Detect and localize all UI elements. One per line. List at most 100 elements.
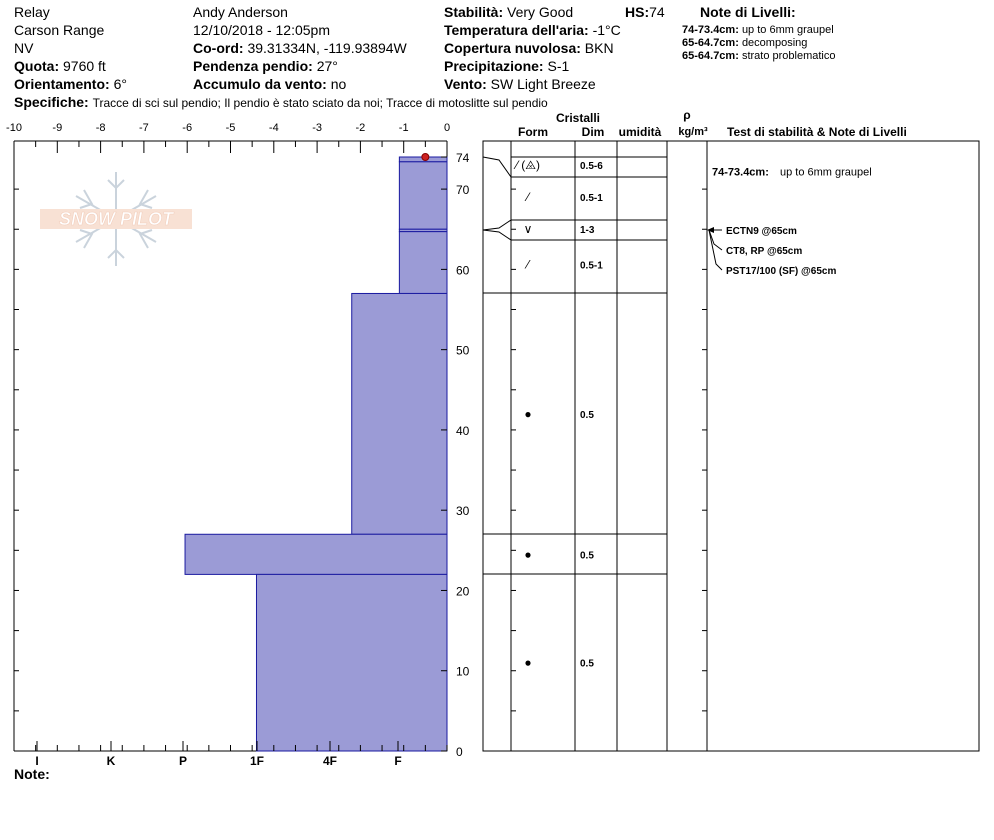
crystal-form-symbol-4: ● — [524, 407, 531, 421]
header-density-unit: kg/m³ — [678, 126, 708, 138]
temp-tick-label: -10 — [6, 122, 22, 134]
stability-test-0: ECTN9 @65cm — [726, 226, 797, 237]
datetime: 12/10/2018 - 12:05pm — [193, 22, 330, 38]
coord-value: 39.31334N, -119.93894W — [247, 40, 407, 56]
stability-test-leader-2 — [708, 229, 723, 271]
wind: Vento: SW Light Breeze — [444, 76, 596, 92]
temp-tick-label: -7 — [139, 122, 149, 134]
crystal-form-symbol-6: ● — [524, 656, 531, 670]
snow-height: HS:74 — [625, 4, 665, 20]
layer-notes-title: Note di Livelli: — [700, 4, 796, 20]
aspect-value: 6° — [113, 76, 127, 92]
hardness-layer-4 — [351, 292, 448, 535]
connector-surface — [482, 156, 512, 178]
snow-profile-chart: SNOW PILOT -10 -9 -8 -7 -6 -5 -4 -3 -2 -1 07470605… — [6, 108, 980, 768]
depth-tick-label: 70 — [456, 183, 470, 197]
elevation-label: Quota: — [14, 58, 60, 74]
crystal-form-symbol-0: ⁄ (⨻) — [513, 158, 540, 172]
layer-note-1-range: 74-73.4cm: — [682, 24, 739, 36]
hardness-layer-6 — [255, 573, 448, 752]
crystal-form-symbol-2: ∨ — [524, 222, 533, 236]
crystal-size-0: 0.5-6 — [580, 161, 603, 172]
crystal-form-symbol-1: ⁄ — [524, 190, 531, 204]
range: Carson Range — [14, 22, 105, 38]
temp-tick-label: 0 — [444, 122, 450, 134]
layer-note-3-text: strato problematico — [741, 50, 836, 62]
header-tests: Test di stabilità & Note di Livelli — [727, 125, 907, 139]
layer-note-2-text: decomposing — [741, 37, 808, 49]
slope: Pendenza pendio: 27° — [193, 58, 338, 74]
table-frame — [482, 140, 980, 752]
slope-label: Pendenza pendio: — [193, 58, 313, 74]
depth-tick-label: 0 — [456, 745, 463, 759]
specifics: Specifiche: Tracce di sci sul pendio; Il… — [14, 94, 548, 111]
elevation-value: 9760 ft — [63, 58, 106, 74]
layer-note-3: 65-64.7cm: strato problematico — [682, 50, 835, 63]
header-crystals: Cristalli — [556, 111, 600, 125]
stability-arrow-head — [707, 227, 714, 233]
stability-label: Stabilità: — [444, 4, 504, 20]
wind-load-value: no — [330, 76, 347, 92]
temp-tick-label: -2 — [356, 122, 366, 134]
depth-tick-label: 40 — [456, 424, 470, 438]
hardness-tick-label: F — [394, 754, 401, 768]
depth-tick-label: 10 — [456, 665, 470, 679]
temp-tick-label: -3 — [312, 122, 322, 134]
header-form: Form — [518, 125, 548, 139]
depth-tick-label: 50 — [456, 344, 470, 358]
layer-note-2: 65-64.7cm: decomposing — [682, 37, 807, 50]
specifics-value: Tracce di sci sul pendio; Il pendio è st… — [92, 96, 548, 110]
hardness-layer-3 — [398, 231, 448, 294]
hardness-tick-label: I — [35, 754, 38, 768]
hardness-layer-1 — [398, 161, 448, 230]
crystal-size-2: 1-3 — [580, 225, 595, 236]
cloud-value: BKN — [584, 40, 614, 56]
wind-loading: Accumulo da vento: no — [193, 76, 346, 92]
depth-tick-label: 74 — [456, 151, 470, 165]
crystal-size-5: 0.5 — [580, 550, 594, 561]
hs-label: HS: — [625, 4, 650, 20]
observer: Andy Anderson — [193, 4, 288, 20]
slope-value: 27° — [316, 58, 338, 74]
snowpilot-logo: SNOW PILOT — [40, 172, 192, 266]
stability-test-leader-1 — [708, 229, 723, 251]
temp-tick-label: -1 — [399, 122, 409, 134]
location: Relay — [14, 4, 50, 20]
layer-note-1: 74-73.4cm: up to 6mm graupel — [682, 24, 834, 37]
hs-value: 74 — [649, 4, 665, 20]
depth-tick-label: 60 — [456, 263, 470, 277]
coordinates: Co-ord: 39.31334N, -119.93894W — [193, 40, 407, 56]
stability-value: Very Good — [507, 4, 574, 20]
hardness-layer-5 — [184, 533, 448, 575]
wind-load-label: Accumulo da vento: — [193, 76, 327, 92]
footer-notes-label: Note: — [14, 766, 50, 782]
air-temp-label: Temperatura dell'aria: — [444, 22, 589, 38]
layer-note-col-text-0: up to 6mm graupel — [780, 166, 872, 178]
logo-banner — [40, 209, 192, 229]
aspect-label: Orientamento: — [14, 76, 110, 92]
aspect: Orientamento: 6° — [14, 76, 127, 92]
crystal-size-1: 0.5-1 — [580, 193, 603, 204]
temp-tick-label: -6 — [182, 122, 192, 134]
temp-tick-label: -9 — [52, 122, 62, 134]
state: NV — [14, 40, 34, 56]
stability: Stabilità: Very Good — [444, 4, 573, 20]
crystal-size-6: 0.5 — [580, 659, 594, 670]
logo-text: SNOW PILOT — [59, 209, 175, 229]
precip-label: Precipitazione: — [444, 58, 544, 74]
temp-tick-label: -8 — [96, 122, 106, 134]
connector-weak-top — [482, 219, 512, 231]
depth-tick-label: 30 — [456, 504, 470, 518]
cloud-label: Copertura nuvolosa: — [444, 40, 581, 56]
hardness-tick-label: K — [107, 754, 116, 768]
stability-test-1: CT8, RP @65cm — [726, 246, 802, 257]
hardness-tick-label: 1F — [250, 754, 264, 768]
header-size: Dim — [582, 125, 605, 139]
wind-value: SW Light Breeze — [490, 76, 596, 92]
crystal-size-3: 0.5-1 — [580, 261, 603, 272]
crystal-size-4: 0.5 — [580, 410, 594, 421]
hardness-tick-label: P — [179, 754, 187, 768]
air-temp-value: -1°C — [592, 22, 621, 38]
layer-note-2-range: 65-64.7cm: — [682, 37, 739, 49]
depth-tick-label: 20 — [456, 584, 470, 598]
